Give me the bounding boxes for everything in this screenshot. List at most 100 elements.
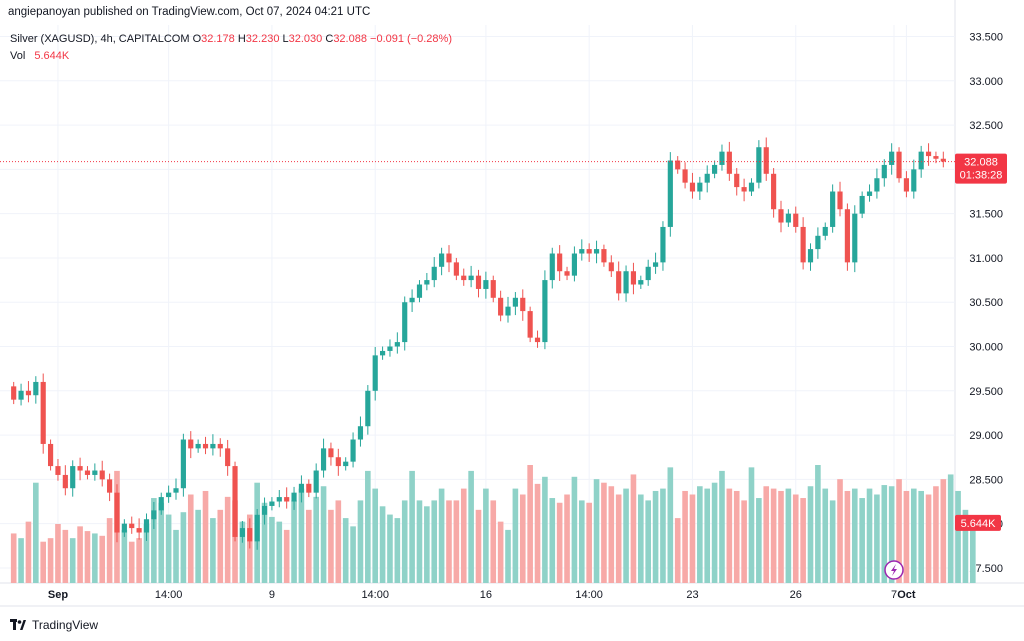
volume-bar — [674, 518, 681, 583]
candle-body — [180, 439, 186, 489]
volume-bar — [792, 494, 799, 583]
candle-body — [202, 443, 209, 449]
volume-bar — [667, 467, 674, 583]
candle-body — [645, 266, 651, 281]
volume-bar — [955, 490, 961, 583]
candle-body — [173, 488, 179, 493]
volume-bar — [800, 498, 806, 583]
candle-body — [852, 213, 858, 263]
volume-bar — [475, 509, 482, 583]
volume-bar — [704, 488, 711, 583]
volume-bar — [158, 502, 165, 583]
candle-body — [47, 443, 54, 467]
volume-bar — [549, 498, 556, 583]
y-tick-label: 32.500 — [969, 120, 1003, 132]
volume-bar — [291, 500, 297, 583]
volume-bar — [261, 502, 268, 583]
x-tick-label: 9 — [269, 589, 275, 601]
volume-bar — [601, 482, 607, 583]
volume-bar — [239, 521, 246, 583]
volume-bar — [468, 470, 474, 583]
candle-body — [18, 390, 24, 400]
volume-bar — [128, 541, 135, 583]
volume-bar — [719, 470, 725, 583]
candle-body — [372, 355, 378, 391]
symbol-name[interactable]: Silver (XAGUSD), 4h, CAPITALCOM — [10, 33, 190, 45]
volume-bar — [283, 529, 290, 583]
candle-body — [778, 209, 784, 223]
volume-bar — [136, 538, 142, 583]
volume-bar — [365, 470, 371, 583]
volume-label[interactable]: Vol — [10, 50, 26, 62]
volume-bar — [10, 533, 17, 583]
volume-bar — [888, 486, 895, 583]
candle-body — [239, 528, 245, 537]
volume-bar — [416, 500, 423, 583]
volume-tag-value: 5.644K — [961, 518, 997, 530]
volume-bar — [180, 512, 187, 583]
volume-bar — [187, 494, 194, 583]
volume-bar — [202, 490, 209, 583]
volume-bar — [748, 467, 755, 583]
y-tick-label: 29.500 — [969, 386, 1003, 398]
candle-body — [188, 439, 194, 449]
volume-bar — [431, 500, 438, 583]
candle-body — [660, 226, 666, 263]
last-price-tag — [955, 153, 1007, 184]
candle-body — [748, 182, 755, 192]
volume-bar — [217, 509, 224, 583]
candle-body — [616, 271, 622, 294]
volume-bar — [84, 531, 91, 583]
volume-bar — [910, 488, 917, 583]
y-tick-label: 31.500 — [969, 209, 1003, 221]
volume-bar — [925, 494, 932, 583]
candle-body — [143, 519, 150, 533]
volume-bar — [505, 529, 511, 583]
volume-bar — [822, 488, 829, 583]
candle-body — [896, 151, 902, 179]
y-tick-label: 31.000 — [969, 253, 1003, 265]
candle-body — [225, 448, 231, 467]
volume-bar — [519, 494, 526, 583]
candle-body — [667, 160, 673, 227]
candle-body — [630, 271, 637, 285]
volume-bar — [556, 502, 563, 583]
candle-body — [217, 443, 223, 449]
open-value: 32.178 — [201, 33, 235, 45]
x-tick-label: Oct — [897, 589, 916, 601]
candle-body — [269, 501, 275, 506]
candle-body — [557, 253, 563, 272]
candle-body — [439, 253, 445, 267]
volume-bar — [785, 488, 792, 583]
candle-body — [601, 249, 607, 263]
candle-body — [911, 169, 917, 192]
volume-bar — [232, 500, 238, 583]
volume-bar — [770, 488, 777, 583]
volume-bar — [697, 486, 703, 583]
volume-bar — [881, 485, 888, 583]
candle-body — [129, 523, 135, 529]
publisher-line: angiepanoyan published on TradingView.co… — [8, 6, 371, 18]
candle-body — [807, 249, 814, 263]
volume-bar — [387, 514, 393, 583]
candle-body — [380, 350, 386, 356]
tradingview-footer[interactable]: TradingView — [10, 618, 98, 632]
volume-bar — [564, 494, 570, 583]
volume-bar — [143, 524, 150, 583]
volume-legend: Vol 5.644K — [10, 50, 69, 62]
volume-bar — [962, 509, 969, 583]
volume-bar — [224, 496, 231, 583]
volume-bar — [542, 476, 548, 583]
candle-body — [365, 390, 371, 427]
volume-bar — [837, 479, 843, 583]
candle-body — [343, 461, 349, 467]
candle-body — [689, 182, 696, 192]
volume-bar — [77, 526, 83, 583]
candle-body — [350, 439, 356, 462]
volume-bar — [55, 524, 61, 583]
last-price-value: 32.088 — [964, 157, 998, 169]
open-key: O — [192, 33, 202, 45]
volume-bar — [896, 479, 902, 583]
volume-bar — [357, 500, 364, 583]
